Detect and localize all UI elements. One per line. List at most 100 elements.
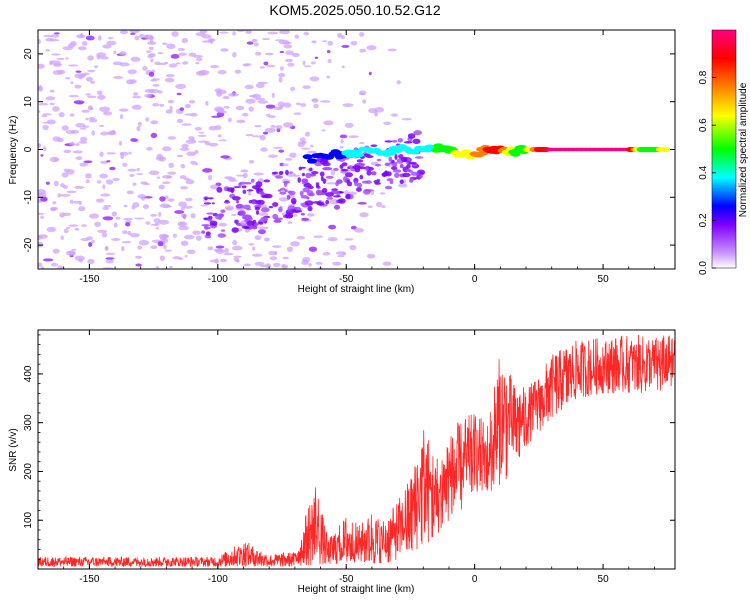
noise-speckle [137,121,142,127]
noise-speckle [162,181,171,185]
noise-speckle [211,115,222,118]
noise-speckle [46,226,57,233]
noise-speckle [38,234,43,240]
noise-speckle [125,222,131,227]
noise-speckle [235,105,245,111]
signal-cloud [216,186,223,193]
noise-speckle [120,113,124,120]
noise-speckle [277,101,285,107]
signal-cloud [284,181,288,188]
noise-speckle [158,211,162,217]
noise-speckle [367,205,373,208]
signal-cloud [397,138,403,143]
noise-speckle [290,241,300,247]
noise-speckle [313,235,324,238]
snr-plot-area [38,334,675,568]
noise-speckle [255,82,265,89]
noise-speckle [67,64,79,67]
signal-cloud [297,177,302,183]
noise-speckle [137,245,142,250]
noise-speckle [342,103,354,107]
noise-speckle [374,107,385,113]
noise-speckle [286,246,294,252]
noise-speckle [43,34,54,38]
noise-speckle [52,106,60,112]
noise-speckle [191,137,195,142]
noise-speckle [68,250,75,255]
spectrogram-plot-area [38,30,671,269]
noise-speckle [158,62,167,66]
signal-cloud [246,208,252,211]
noise-speckle [358,90,367,95]
noise-speckle [148,71,155,77]
noise-speckle [195,57,203,62]
signal-cloud [364,180,372,184]
y-tick-label: -10 [23,190,34,205]
noise-speckle [327,237,338,242]
noise-speckle [102,184,106,190]
noise-speckle [253,172,264,176]
noise-speckle [112,61,123,66]
noise-speckle [63,168,71,173]
noise-speckle [40,154,44,157]
noise-speckle [248,106,254,112]
noise-speckle [136,173,144,176]
noise-speckle [213,248,224,252]
noise-speckle [362,99,367,104]
x-tick-label: 50 [598,274,610,285]
noise-speckle [252,253,263,257]
noise-speckle [382,261,392,266]
noise-speckle [217,134,222,138]
trace-point [302,154,313,160]
trace-point [307,158,317,164]
signal-cloud [208,215,213,220]
signal-cloud [320,175,324,182]
noise-speckle [122,162,128,167]
signal-cloud [251,185,261,190]
noise-speckle [278,197,289,202]
signal-cloud [234,219,239,224]
signal-cloud [335,181,339,187]
signal-cloud [321,188,328,193]
noise-speckle [348,135,359,139]
noise-speckle [142,204,150,210]
noise-speckle [337,32,343,38]
noise-speckle [118,140,123,146]
noise-speckle [155,227,160,230]
noise-speckle [86,236,93,241]
noise-speckle [131,104,142,110]
noise-speckle [307,150,317,154]
signal-cloud [279,187,286,191]
signal-cloud [319,171,325,177]
noise-speckle [254,261,265,266]
noise-speckle [248,159,255,164]
noise-speckle [180,186,189,190]
noise-speckle [121,246,125,252]
noise-speckle [129,79,137,84]
noise-speckle [208,125,218,131]
noise-speckle [344,122,354,128]
signal-cloud [365,165,369,172]
noise-speckle [383,121,392,126]
noise-speckle [78,206,86,212]
noise-speckle [83,160,93,164]
signal-cloud [402,172,411,178]
signal-cloud [211,202,215,205]
signal-cloud [341,162,348,167]
noise-speckle [214,106,224,112]
noise-speckle [180,213,187,219]
noise-speckle [164,249,173,252]
noise-speckle [245,133,254,137]
noise-speckle [160,235,167,241]
signal-cloud [263,179,271,183]
noise-speckle [106,152,117,155]
noise-speckle [258,212,269,216]
noise-speckle [387,48,397,52]
noise-speckle [97,90,103,96]
noise-speckle [188,100,196,104]
noise-speckle [171,31,179,37]
signal-cloud [239,181,246,185]
noise-speckle [232,240,238,246]
noise-speckle [95,198,105,203]
